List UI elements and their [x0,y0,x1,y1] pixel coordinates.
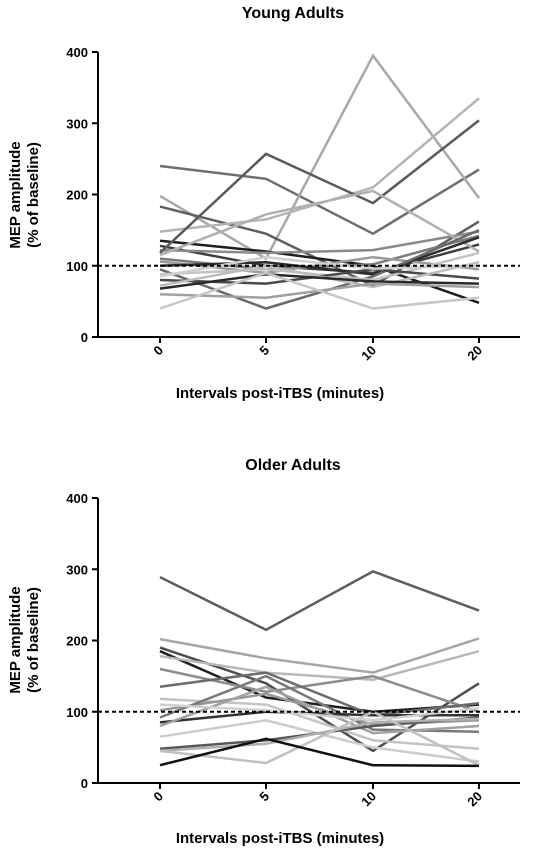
series-line-1 [159,164,480,236]
series-line-20 [159,255,480,278]
chart-older-adults: Older Adults MEP amplitude (% of baselin… [7,457,520,847]
x-tick-label: 10 [358,789,379,810]
x-tick-label: 20 [464,789,485,810]
series-line-16 [159,260,480,289]
series-line-7 [159,671,480,717]
y-axis-label-line1: MEP amplitude [7,586,24,693]
series-line-1 [159,570,480,632]
series-line-19 [159,271,480,310]
y-axis: 0 100 200 300 400 [66,45,99,345]
series-line-13 [159,228,480,310]
series-line-16 [159,710,480,767]
series-line-12 [159,236,480,276]
y-axis-label-line1: MEP amplitude [7,141,24,248]
series-group [159,53,481,310]
y-tick-label: 100 [66,259,88,274]
x-axis: 0 5 10 20 [98,782,520,810]
series-line-15 [159,717,480,753]
chart-title: Older Adults [245,457,341,474]
series-line-7 [159,230,480,255]
series-line-17 [159,273,480,290]
x-tick-label: 20 [464,343,485,364]
y-axis-label-line2: (% of baseline) [25,587,42,693]
y-tick-label: 300 [66,116,88,131]
y-tick-label: 200 [66,188,88,203]
chart-young-adults: Young Adults MEP amplitude (% of baselin… [7,5,520,402]
x-tick-label: 0 [150,343,166,359]
series-line-4 [159,97,480,233]
x-tick-label: 5 [256,343,272,359]
y-tick-label: 300 [66,562,88,577]
x-tick-label: 10 [358,343,379,364]
y-tick-label: 400 [66,45,88,60]
x-tick-label: 0 [150,789,166,805]
x-axis-label: Intervals post-iTBS (minutes) [176,385,384,402]
x-tick-label: 5 [256,789,272,805]
y-tick-label: 0 [81,776,88,791]
y-tick-label: 0 [81,330,88,345]
x-axis: 0 5 10 20 [98,336,520,364]
chart-title: Young Adults [242,5,344,22]
y-tick-label: 200 [66,634,88,649]
series-line-5 [159,649,480,681]
y-axis-label-line2: (% of baseline) [25,142,42,248]
series-line-2 [159,637,480,674]
series-line-8 [159,119,480,254]
y-tick-label: 400 [66,491,88,506]
series-group [159,570,480,768]
series-line-2 [159,53,481,261]
series-line-9 [159,189,480,257]
y-axis: 0 100 200 300 400 [66,491,99,791]
series-line-18 [159,703,480,722]
y-tick-label: 100 [66,705,88,720]
series-line-17 [159,737,480,768]
x-axis-label: Intervals post-iTBS (minutes) [176,830,384,847]
